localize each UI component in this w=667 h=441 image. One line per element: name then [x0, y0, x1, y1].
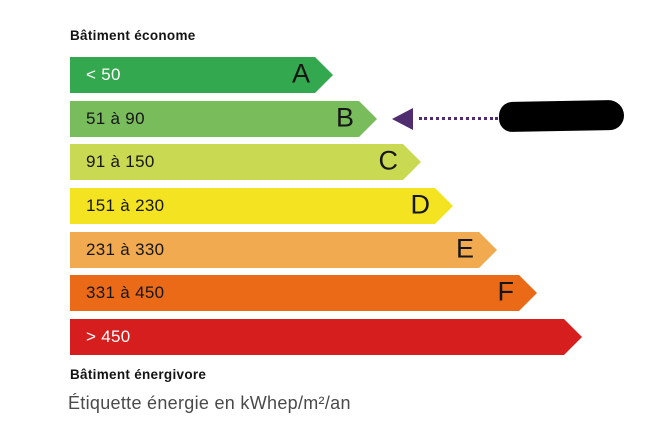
economical-building-label: Bâtiment économe [70, 28, 196, 43]
energy-class-letter-b: B [335, 102, 354, 133]
energy-class-letter-d: D [410, 189, 430, 220]
rating-arrow-icon [392, 108, 413, 130]
chart-caption: Étiquette énergie en kWhep/m²/an [68, 393, 351, 413]
energy-range-label-e: 231 à 330 [86, 240, 165, 259]
energy-range-label-g: > 450 [86, 327, 131, 346]
energy-range-label-a: < 50 [86, 65, 121, 84]
energy-bar-f: 331 à 450 F [70, 275, 537, 311]
energy-class-letter-f: F [497, 276, 514, 307]
dotted-connector [419, 117, 498, 120]
energy-bar-c: 91 à 150 C [70, 144, 421, 180]
energy-bar-b: 51 à 90 B [70, 101, 377, 137]
energy-bar-g: > 450 [70, 319, 582, 355]
energy-range-label-f: 331 à 450 [86, 283, 165, 302]
energy-bar-a: < 50 A [70, 57, 333, 93]
energy-bar-d: 151 à 230 D [70, 188, 453, 224]
energy-range-label-b: 51 à 90 [86, 109, 145, 128]
energy-class-letter-c: C [378, 145, 398, 176]
energy-range-label-d: 151 à 230 [86, 196, 165, 215]
energy-class-letter-a: A [291, 58, 310, 89]
redacted-value-blob [498, 99, 625, 133]
energy-range-label-c: 91 à 150 [86, 152, 155, 171]
energy-intensive-building-label: Bâtiment énergivore [70, 367, 207, 382]
energy-bar-e: 231 à 330 E [70, 232, 497, 268]
energy-class-letter-e: E [455, 233, 474, 264]
